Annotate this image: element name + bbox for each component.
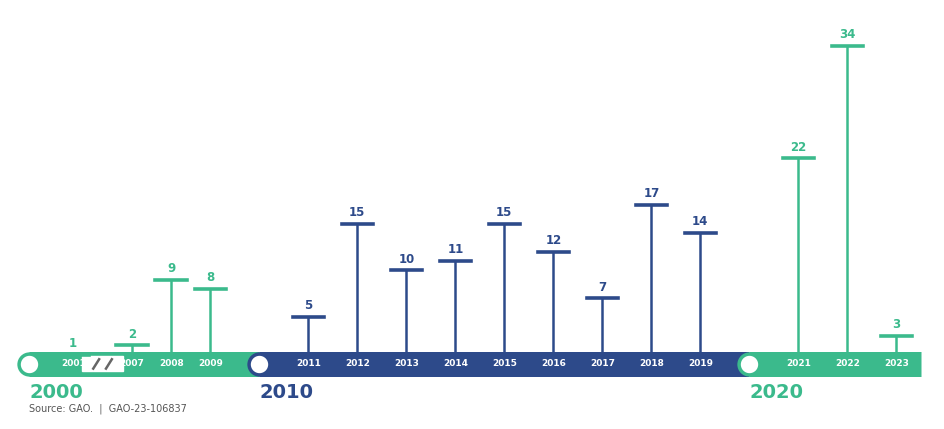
Text: 2011: 2011 xyxy=(295,360,320,369)
Text: 2010: 2010 xyxy=(259,383,313,402)
Text: 2023: 2023 xyxy=(883,360,908,369)
Text: 14: 14 xyxy=(691,215,708,228)
Text: 2017: 2017 xyxy=(589,360,615,369)
Text: 9: 9 xyxy=(167,262,175,275)
Text: 2018: 2018 xyxy=(638,360,663,369)
Text: 12: 12 xyxy=(545,234,561,247)
Text: 2012: 2012 xyxy=(345,360,369,369)
Text: 2013: 2013 xyxy=(394,360,418,369)
Text: 22: 22 xyxy=(789,141,805,154)
Text: 2021: 2021 xyxy=(785,360,810,369)
Text: 2014: 2014 xyxy=(443,360,467,369)
Text: 2020: 2020 xyxy=(749,383,802,402)
Text: 2007: 2007 xyxy=(119,360,144,369)
Text: 5: 5 xyxy=(304,299,312,312)
Text: 15: 15 xyxy=(348,206,365,219)
Text: 2022: 2022 xyxy=(834,360,859,369)
Text: 17: 17 xyxy=(643,187,659,200)
Text: 2016: 2016 xyxy=(540,360,565,369)
Text: 2015: 2015 xyxy=(492,360,516,369)
Text: 7: 7 xyxy=(598,281,606,294)
Text: 2019: 2019 xyxy=(687,360,712,369)
Text: 8: 8 xyxy=(206,272,214,284)
Text: Source: GAO.  |  GAO-23-106837: Source: GAO. | GAO-23-106837 xyxy=(29,403,187,414)
Text: 10: 10 xyxy=(397,253,414,266)
Text: 1: 1 xyxy=(69,337,77,350)
Text: 15: 15 xyxy=(496,206,512,219)
Text: 2008: 2008 xyxy=(159,360,183,369)
Bar xyxy=(82,356,123,372)
Text: 2009: 2009 xyxy=(197,360,223,369)
Text: 2: 2 xyxy=(127,328,136,341)
Text: 11: 11 xyxy=(447,243,463,257)
Text: 3: 3 xyxy=(891,318,900,331)
Text: 2001: 2001 xyxy=(60,360,86,369)
Text: 2000: 2000 xyxy=(29,383,83,402)
Text: 34: 34 xyxy=(838,28,854,41)
